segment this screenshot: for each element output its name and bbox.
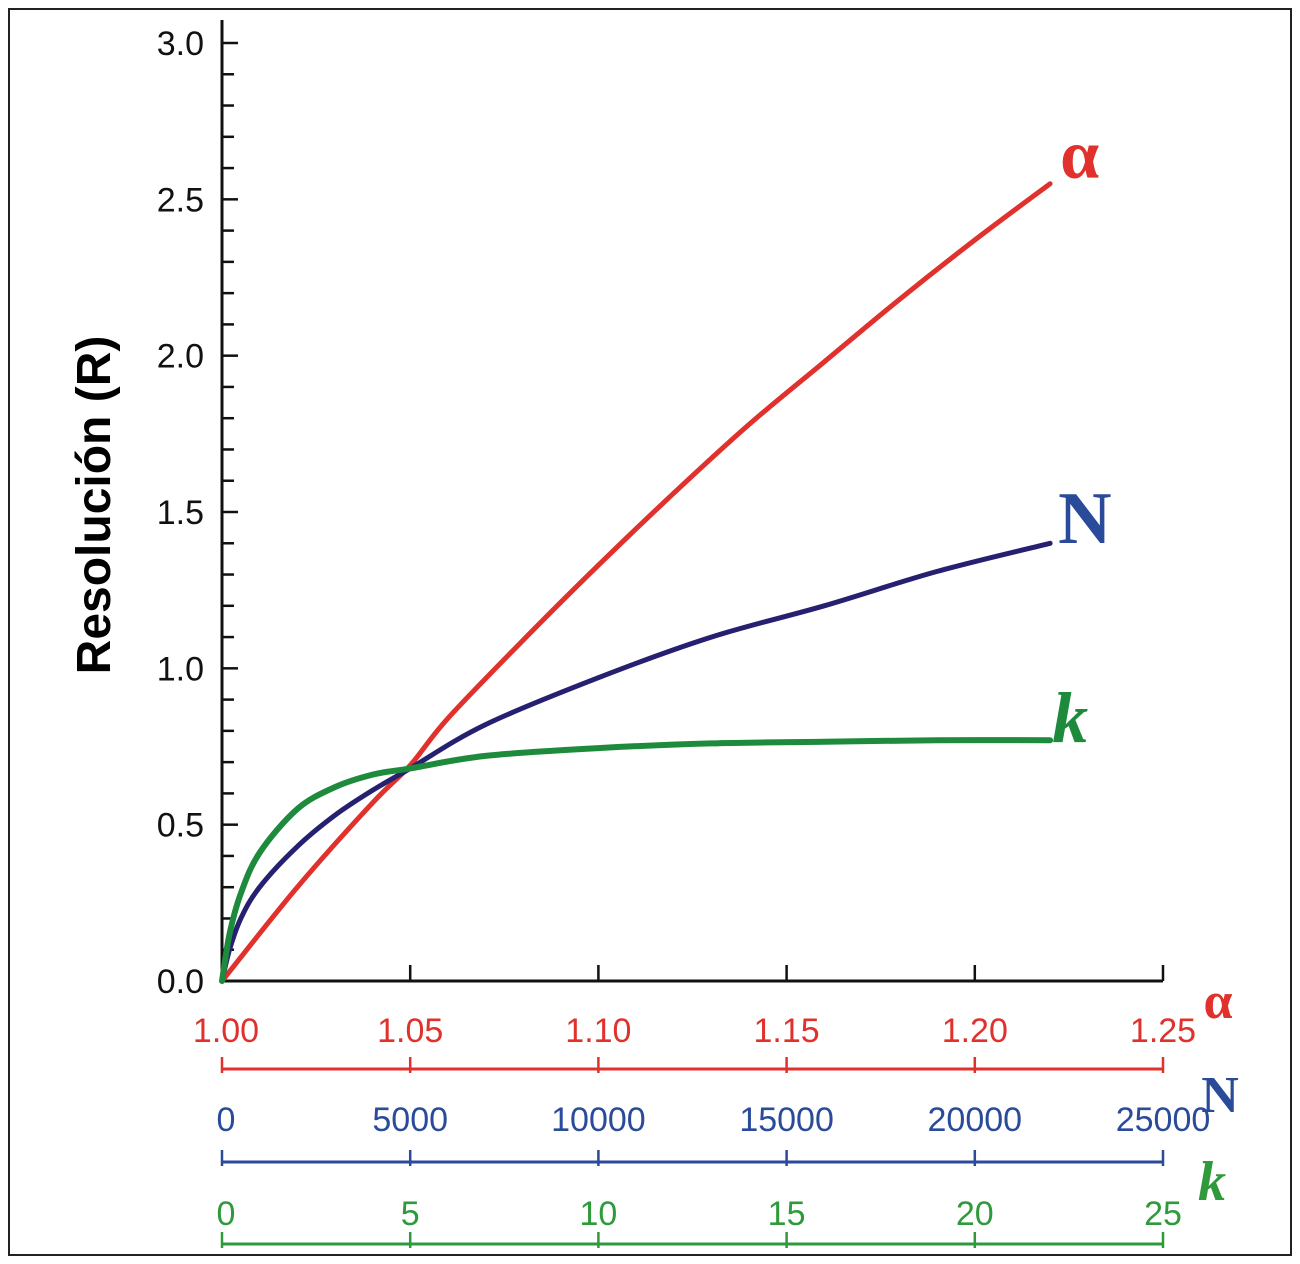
x-axis-N-tick-label: 15000	[739, 1101, 834, 1139]
y-tick-label: 1.5	[157, 494, 204, 532]
x-axis-alpha-name: α	[1203, 973, 1232, 1030]
x-axis-k-tick-label: 15	[768, 1195, 806, 1233]
y-tick-label: 0.0	[157, 963, 204, 1001]
series-label-N: N	[1058, 478, 1111, 560]
x-axis-N-name: N	[1201, 1067, 1239, 1124]
x-axis-k-tick-label: 0	[217, 1195, 236, 1233]
x-axis-alpha-tick-label: 1.00	[193, 1012, 259, 1050]
x-axis-N-tick-label: 5000	[372, 1101, 448, 1139]
y-tick-label: 1.0	[157, 650, 204, 688]
series-line-N	[219, 540, 1053, 984]
x-axis-alpha-tick-label: 1.15	[754, 1012, 820, 1050]
x-axis-alpha-tick-label: 1.10	[565, 1012, 631, 1050]
series-label-alpha: α	[1060, 117, 1099, 194]
series-line-alpha	[219, 181, 1053, 984]
x-axis-alpha-tick-label: 1.05	[377, 1012, 443, 1050]
y-tick-label: 2.0	[157, 338, 204, 376]
series-layer	[219, 181, 1054, 984]
axes-layer: 0.0 0.5 1.0 1.5 2.0 2.5 3.0 1.00 1.05 1.10 1.15 1.2…	[157, 20, 1239, 1248]
y-axis-label: Resolución (R)	[68, 336, 121, 675]
series-label-k: k	[1052, 678, 1088, 758]
labels-layer: α Nk	[1052, 117, 1111, 758]
x-axis-k-tick-label: 25	[1144, 1195, 1182, 1233]
x-axis-alpha-tick-label: 1.20	[942, 1012, 1008, 1050]
x-axis-k-tick-label: 5	[401, 1195, 420, 1233]
x-axis-k-name: k	[1198, 1151, 1226, 1213]
x-axis-N-tick-label: 0	[217, 1101, 236, 1139]
x-axis-k: 0 5 10 15 20 25 k	[217, 1151, 1226, 1248]
x-axis-N-tick-label: 25000	[1116, 1101, 1211, 1139]
y-tick-label: 0.5	[157, 807, 204, 845]
x-axis-k-tick-label: 10	[579, 1195, 617, 1233]
series-line-k	[219, 737, 1054, 984]
x-axis-N-tick-label: 10000	[551, 1101, 646, 1139]
y-tick-label: 3.0	[157, 25, 204, 63]
x-axis-alpha: 1.00 1.05 1.10 1.15 1.20 1.25α	[193, 973, 1233, 1073]
x-axis-alpha-tick-label: 1.25	[1130, 1012, 1196, 1050]
x-axis-N-tick-label: 20000	[928, 1101, 1023, 1139]
y-tick-label: 2.5	[157, 181, 204, 219]
x-axis-k-tick-label: 20	[956, 1195, 994, 1233]
